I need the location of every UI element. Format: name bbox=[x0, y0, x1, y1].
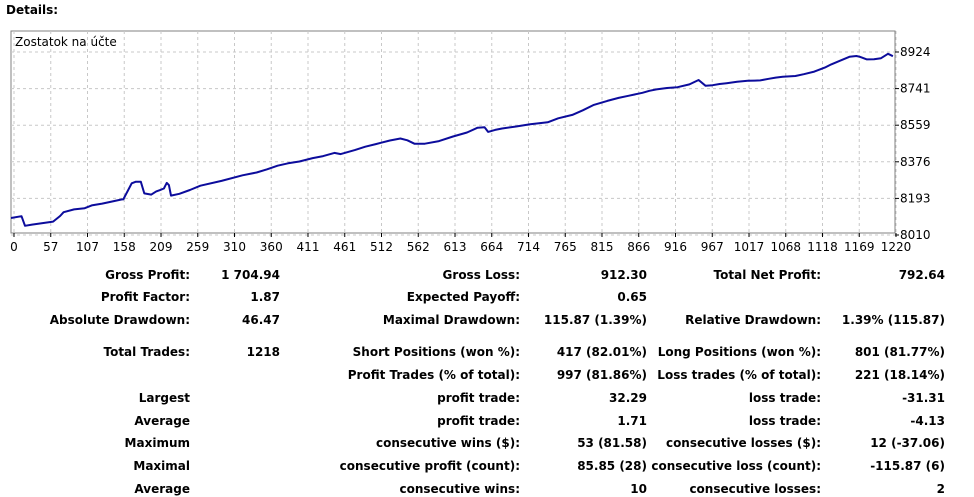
y-tick-label: 8376 bbox=[900, 155, 931, 169]
profit-factor-label: Profit Factor: bbox=[100, 290, 190, 304]
profit-trades-value: 997 (81.86%) bbox=[556, 368, 647, 382]
avg-cons-losses-value: 2 bbox=[936, 482, 945, 496]
long-positions-label: Long Positions (won %): bbox=[657, 345, 821, 359]
expected-payoff-value: 0.65 bbox=[617, 290, 647, 304]
maximum-label: Maximum bbox=[124, 436, 190, 450]
gross-loss-label: Gross Loss: bbox=[442, 268, 520, 282]
y-tick-label: 8010 bbox=[900, 228, 931, 242]
x-tick-label: 1169 bbox=[844, 240, 875, 254]
x-axis-ticks: 0 57 107 158 209 259 310 360 411 461 512 562 613 664 7… bbox=[10, 233, 911, 254]
chart-plot-area bbox=[10, 30, 896, 234]
avg-cons-losses-label: consecutive losses: bbox=[689, 482, 821, 496]
profit-trades-label: Profit Trades (% of total): bbox=[347, 368, 520, 382]
x-tick-label: 714 bbox=[517, 240, 540, 254]
total-trades-value: 1218 bbox=[246, 345, 280, 359]
x-tick-label: 664 bbox=[480, 240, 503, 254]
average-profit-value: 1.71 bbox=[617, 414, 647, 428]
x-tick-label: 158 bbox=[113, 240, 136, 254]
expected-payoff-label: Expected Payoff: bbox=[406, 290, 520, 304]
gross-profit-label: Gross Profit: bbox=[105, 268, 190, 282]
maximal-drawdown-label: Maximal Drawdown: bbox=[382, 313, 520, 327]
total-net-profit-value: 792.64 bbox=[898, 268, 945, 282]
chart-title: Zostatok na účte bbox=[15, 35, 117, 49]
x-tick-label: 562 bbox=[407, 240, 430, 254]
x-tick-label: 411 bbox=[297, 240, 320, 254]
total-trades-label: Total Trades: bbox=[103, 345, 190, 359]
avg-cons-wins-label: consecutive wins: bbox=[399, 482, 520, 496]
x-tick-label: 765 bbox=[554, 240, 577, 254]
gross-loss-value: 912.30 bbox=[600, 268, 647, 282]
x-tick-label: 1118 bbox=[807, 240, 838, 254]
gross-profit-value: 1 704.94 bbox=[221, 268, 280, 282]
maximal-drawdown-value: 115.87 (1.39%) bbox=[543, 313, 647, 327]
balance-chart: Zostatok na účte 0 57 107 158 209 259 310 360 41… bbox=[10, 30, 931, 254]
x-tick-label: 0 bbox=[10, 240, 18, 254]
max-cons-wins-value: 53 (81.58) bbox=[577, 436, 647, 450]
average-consecutive-label: Average bbox=[134, 482, 190, 496]
average-loss-label: loss trade: bbox=[748, 414, 821, 428]
y-tick-label: 8741 bbox=[900, 82, 931, 96]
y-tick-label: 8924 bbox=[900, 45, 931, 59]
x-tick-label: 107 bbox=[76, 240, 99, 254]
maximal-cons-loss-value: -115.87 (6) bbox=[870, 459, 945, 473]
x-tick-label: 1220 bbox=[881, 240, 912, 254]
y-tick-label: 8193 bbox=[900, 191, 931, 205]
avg-cons-wins-value: 10 bbox=[630, 482, 647, 496]
absolute-drawdown-value: 46.47 bbox=[242, 313, 280, 327]
x-tick-label: 613 bbox=[444, 240, 467, 254]
total-net-profit-label: Total Net Profit: bbox=[713, 268, 821, 282]
x-tick-label: 461 bbox=[333, 240, 356, 254]
loss-trades-label: Loss trades (% of total): bbox=[657, 368, 821, 382]
maximal-label: Maximal bbox=[133, 459, 190, 473]
x-tick-label: 1068 bbox=[770, 240, 801, 254]
details-heading: Details: bbox=[6, 3, 59, 17]
long-positions-value: 801 (81.77%) bbox=[854, 345, 945, 359]
max-cons-losses-label: consecutive losses ($): bbox=[665, 436, 821, 450]
x-tick-label: 866 bbox=[627, 240, 650, 254]
largest-loss-value: -31.31 bbox=[902, 391, 945, 405]
x-tick-label: 209 bbox=[150, 240, 173, 254]
x-tick-label: 259 bbox=[186, 240, 209, 254]
maximal-cons-loss-label: consecutive loss (count): bbox=[651, 459, 821, 473]
x-tick-label: 360 bbox=[260, 240, 283, 254]
series-line-balance bbox=[10, 52, 894, 227]
profit-factor-value: 1.87 bbox=[250, 290, 280, 304]
largest-profit-label: profit trade: bbox=[437, 391, 520, 405]
average-label: Average bbox=[134, 414, 190, 428]
short-positions-value: 417 (82.01%) bbox=[556, 345, 647, 359]
largest-profit-value: 32.29 bbox=[609, 391, 647, 405]
maximal-cons-profit-label: consecutive profit (count): bbox=[339, 459, 520, 473]
max-cons-losses-value: 12 (-37.06) bbox=[870, 436, 945, 450]
relative-drawdown-label: Relative Drawdown: bbox=[685, 313, 821, 327]
y-tick-label: 8559 bbox=[900, 118, 931, 132]
y-axis-ticks: 8924 8741 8559 8376 8193 8010 bbox=[895, 45, 931, 242]
x-tick-label: 916 bbox=[664, 240, 687, 254]
relative-drawdown-value: 1.39% (115.87) bbox=[841, 313, 945, 327]
x-tick-label: 967 bbox=[701, 240, 724, 254]
x-tick-label: 1017 bbox=[734, 240, 765, 254]
absolute-drawdown-label: Absolute Drawdown: bbox=[49, 313, 190, 327]
x-tick-label: 310 bbox=[223, 240, 246, 254]
max-cons-wins-label: consecutive wins ($): bbox=[375, 436, 520, 450]
average-loss-value: -4.13 bbox=[910, 414, 945, 428]
short-positions-label: Short Positions (won %): bbox=[352, 345, 520, 359]
x-tick-label: 512 bbox=[370, 240, 393, 254]
largest-label: Largest bbox=[138, 391, 190, 405]
x-tick-label: 57 bbox=[43, 240, 58, 254]
maximal-cons-profit-value: 85.85 (28) bbox=[577, 459, 647, 473]
largest-loss-label: loss trade: bbox=[748, 391, 821, 405]
average-profit-label: profit trade: bbox=[437, 414, 520, 428]
loss-trades-value: 221 (18.14%) bbox=[854, 368, 945, 382]
x-tick-label: 815 bbox=[591, 240, 614, 254]
